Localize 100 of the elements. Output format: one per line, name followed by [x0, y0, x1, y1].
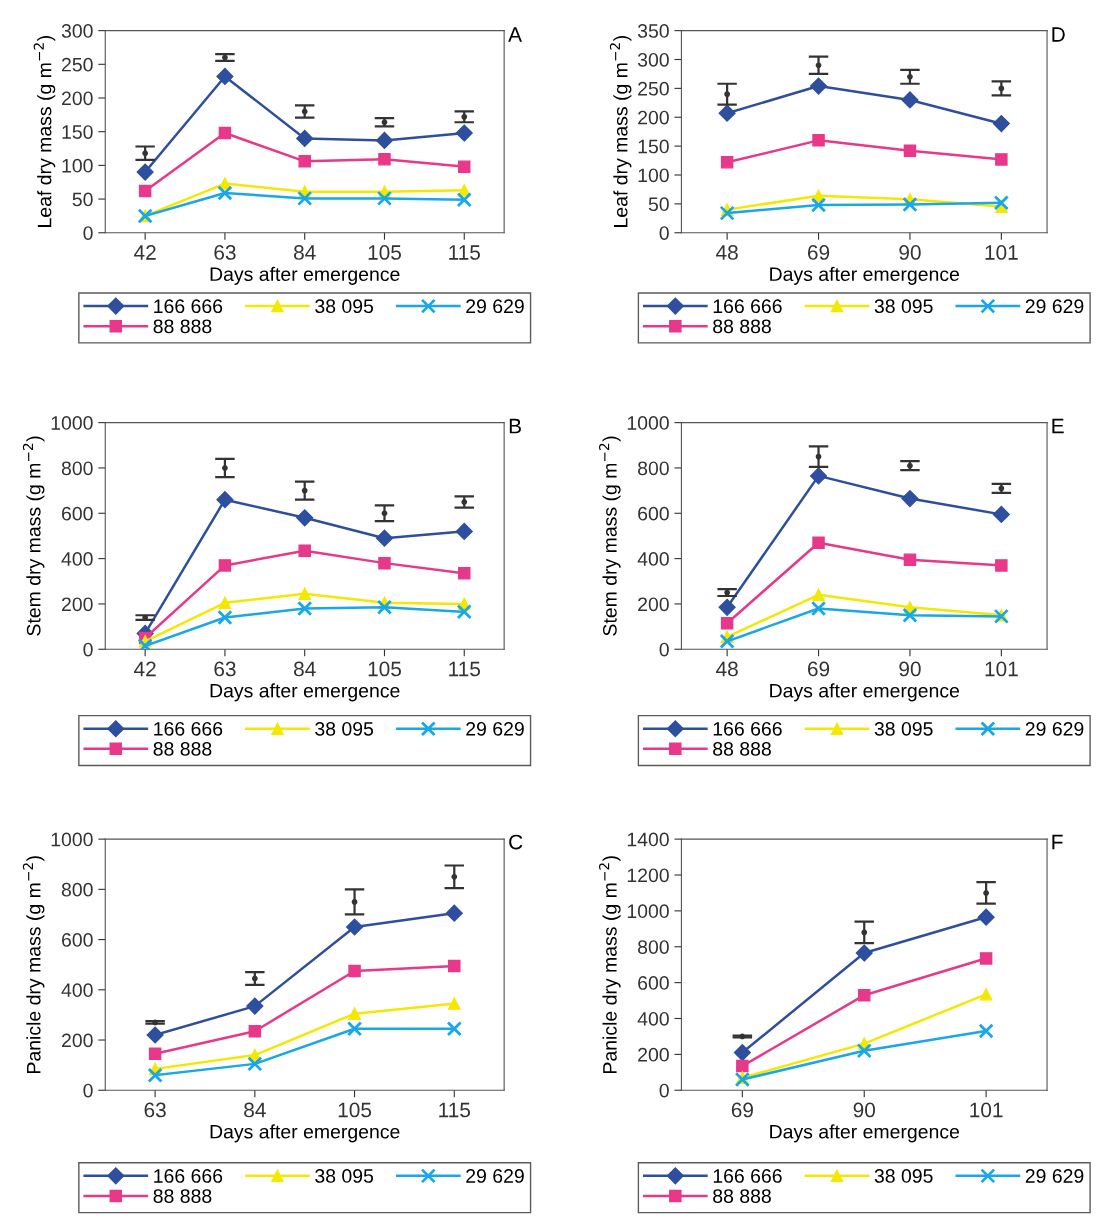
y-tick-label: 800	[638, 461, 669, 476]
x-axis-title: Days after emergence	[210, 266, 400, 285]
y-tick-label: 200	[61, 597, 93, 612]
y-axis-title: Leaf dry mass (g m$^{−2}$)	[33, 36, 56, 227]
x-tick-label: 115	[439, 1102, 471, 1118]
legend-label: 88 888	[153, 742, 212, 756]
legend-label: 29 629	[466, 1169, 524, 1183]
y-tick-label: 1000	[627, 416, 669, 430]
x-tick-label: 84	[294, 245, 316, 260]
legend-label: 38 095	[874, 1169, 933, 1183]
legend-label: 166 666	[154, 299, 223, 314]
y-tick-label: 400	[637, 1011, 669, 1026]
y-tick-label: 1400	[627, 832, 669, 847]
y-tick-label: 150	[638, 139, 669, 154]
y-tick-label: 0	[659, 1083, 669, 1098]
y-tick-label: 0	[83, 226, 93, 240]
y-tick-label: 600	[638, 976, 669, 990]
legend-label: 38 095	[874, 721, 933, 736]
y-axis-title: Panicle dry mass (g m$^{−2}$)	[22, 856, 45, 1073]
x-tick-label: 48	[716, 661, 738, 677]
x-tick-label: 115	[449, 245, 480, 260]
x-tick-label: 101	[970, 1102, 1003, 1118]
legend-label: 38 095	[315, 299, 374, 314]
y-tick-label: 0	[83, 1083, 93, 1098]
x-tick-label: 101	[985, 245, 1018, 260]
x-tick-label: 105	[368, 661, 401, 677]
y-tick-label: 800	[61, 461, 93, 476]
x-tick-label: 115	[449, 661, 480, 677]
y-axis-title: Stem dry mass (g m$^{−2}$)	[599, 436, 621, 636]
x-axis-title: Days after emergence	[770, 266, 960, 285]
y-tick-label: 0	[659, 226, 669, 240]
x-tick-label: 63	[214, 661, 236, 677]
x-tick-label: 105	[368, 245, 401, 260]
y-tick-label: 200	[638, 110, 669, 125]
legend-label: 166 666	[154, 721, 223, 736]
x-tick-label: 105	[338, 1102, 372, 1118]
y-tick-label: 50	[648, 197, 669, 212]
x-tick-label: 90	[899, 245, 921, 260]
legend-label: 88 888	[713, 319, 771, 334]
legend-label: 38 095	[315, 1169, 374, 1183]
x-axis-title: Days after emergence	[210, 1124, 400, 1143]
legend-label: 29 629	[1025, 1169, 1084, 1183]
legend-label: 38 095	[315, 721, 374, 736]
text: E	[1052, 418, 1064, 434]
x-tick-label: 69	[808, 245, 830, 260]
y-tick-label: 100	[638, 168, 669, 183]
y-tick-label: 400	[61, 552, 93, 566]
legend-label: 38 095	[874, 299, 933, 314]
x-tick-label: 42	[134, 661, 156, 677]
y-tick-label: 400	[637, 552, 669, 566]
y-tick-label: 50	[72, 192, 93, 207]
x-tick-label: 90	[899, 661, 921, 677]
y-axis-title: Panicle dry mass (g m$^{−2}$)	[599, 856, 621, 1073]
legend-label: 88 888	[153, 1189, 212, 1203]
legend-label: 29 629	[1025, 299, 1084, 314]
y-tick-label: 200	[638, 1047, 669, 1062]
x-axis-title: Days after emergence	[770, 1124, 960, 1143]
y-tick-label: 600	[62, 506, 93, 521]
y-tick-label: 800	[638, 940, 669, 954]
y-tick-label: 200	[638, 597, 669, 612]
x-tick-label: 90	[853, 1102, 876, 1118]
x-tick-label: 42	[134, 245, 156, 260]
text: F	[1052, 834, 1063, 850]
legend-label: 29 629	[1025, 721, 1084, 736]
y-tick-label: 600	[62, 933, 93, 947]
legend-label: 166 666	[154, 1169, 223, 1183]
legend-label: 166 666	[713, 299, 782, 314]
y-tick-label: 1000	[627, 904, 669, 919]
x-tick-label: 48	[716, 245, 738, 260]
y-tick-label: 300	[61, 24, 93, 38]
y-tick-label: 150	[62, 125, 93, 139]
x-tick-label: 84	[244, 1102, 266, 1118]
y-tick-label: 200	[61, 91, 93, 106]
y-tick-label: 250	[61, 57, 93, 72]
text: D	[1052, 27, 1065, 42]
y-tick-label: 1200	[627, 868, 669, 883]
legend-label: 166 666	[713, 721, 782, 736]
y-tick-label: 0	[83, 642, 93, 657]
text: C	[509, 834, 523, 850]
legend-label: 88 888	[713, 1189, 771, 1203]
legend-label: 29 629	[466, 299, 524, 314]
legend-label: 88 888	[713, 742, 771, 756]
text: A	[508, 27, 522, 42]
y-tick-label: 1000	[51, 832, 93, 847]
x-tick-label: 84	[294, 661, 316, 677]
y-axis-title: Stem dry mass (g m$^{−2}$)	[22, 436, 45, 636]
legend-label: 166 666	[713, 1169, 782, 1183]
y-tick-label: 100	[62, 158, 93, 173]
legend-label: 88 888	[153, 319, 212, 334]
x-axis-title: Days after emergence	[210, 683, 400, 702]
y-tick-label: 300	[637, 52, 669, 67]
x-axis-title: Days after emergence	[770, 683, 960, 702]
y-tick-label: 250	[638, 81, 669, 96]
y-tick-label: 600	[638, 506, 669, 521]
y-tick-label: 200	[61, 1033, 93, 1048]
x-tick-label: 63	[144, 1102, 166, 1118]
text: B	[509, 418, 521, 434]
y-tick-label: 350	[637, 24, 669, 38]
x-tick-label: 69	[808, 661, 830, 677]
y-tick-label: 0	[659, 642, 669, 657]
